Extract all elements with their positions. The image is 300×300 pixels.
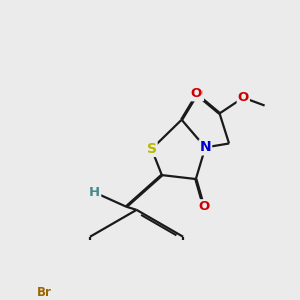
Text: O: O <box>238 91 249 104</box>
Text: O: O <box>190 87 202 100</box>
Text: O: O <box>198 200 209 213</box>
Text: N: N <box>200 140 211 154</box>
Text: H: H <box>89 186 100 199</box>
Text: Br: Br <box>37 286 52 298</box>
Text: O: O <box>192 87 203 100</box>
Text: S: S <box>147 142 157 156</box>
